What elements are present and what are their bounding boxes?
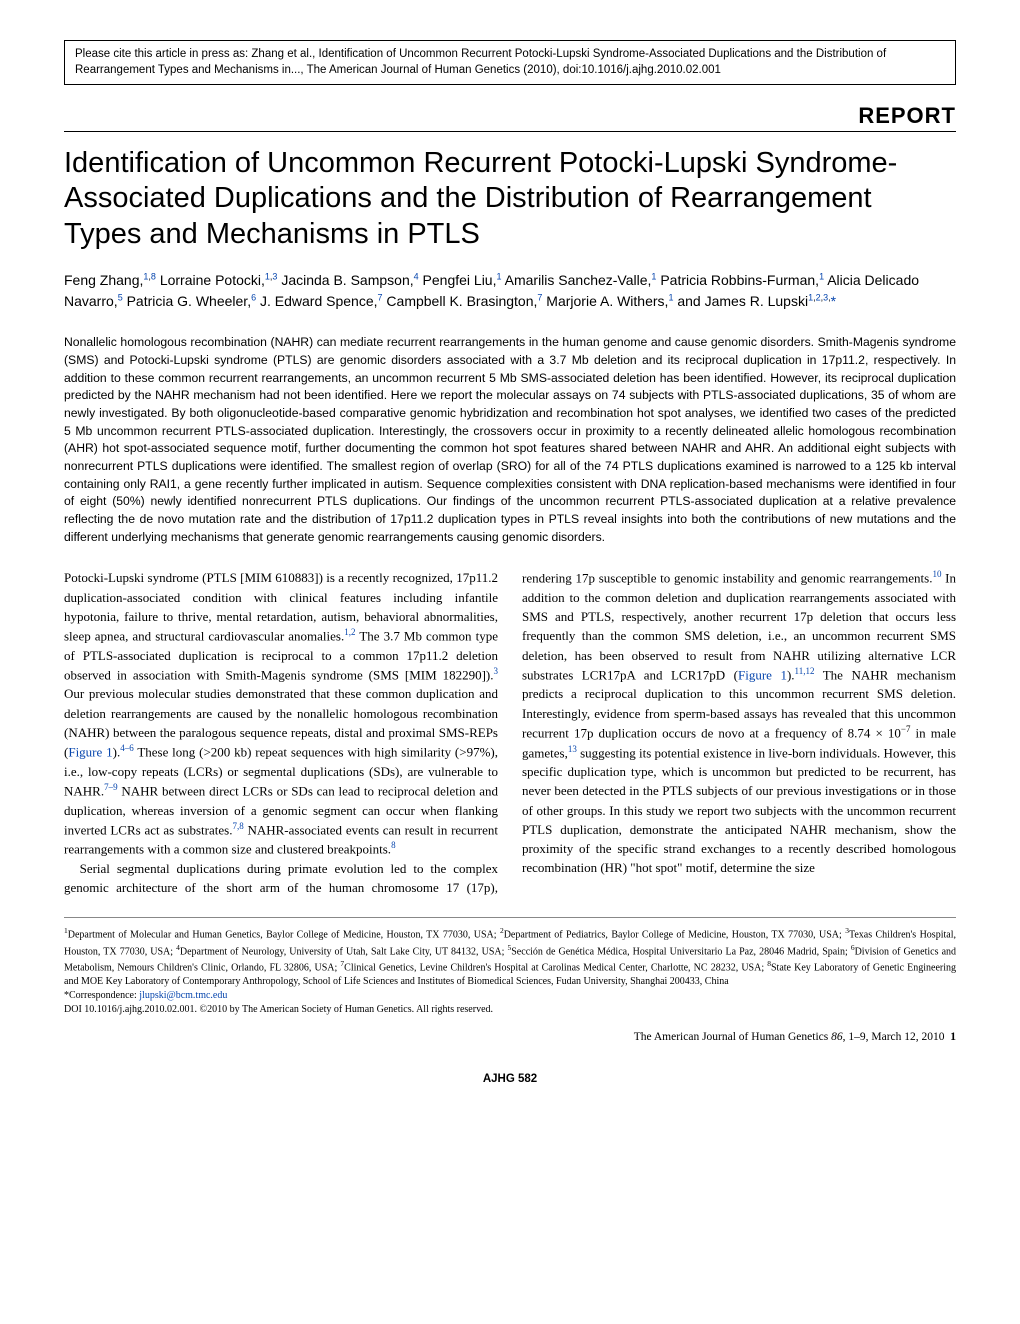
top-rule [64,131,956,132]
bottom-label: AJHG 582 [64,1073,956,1085]
author-list: Feng Zhang,1,8 Lorraine Potocki,1,3 Jaci… [64,270,956,312]
page-container: Please cite this article in press as: Zh… [0,0,1020,1115]
citation-box: Please cite this article in press as: Zh… [64,40,956,85]
report-label: REPORT [64,103,956,129]
body-para-1: Potocki-Lupski syndrome (PTLS [MIM 61088… [64,568,498,858]
abstract: Nonallelic homologous recombination (NAH… [64,334,956,546]
body-text: Potocki-Lupski syndrome (PTLS [MIM 61088… [64,568,956,897]
article-title: Identification of Uncommon Recurrent Pot… [64,146,956,252]
page-footer: The American Journal of Human Genetics 8… [64,1031,956,1043]
affiliations: 1Department of Molecular and Human Genet… [64,917,956,1017]
